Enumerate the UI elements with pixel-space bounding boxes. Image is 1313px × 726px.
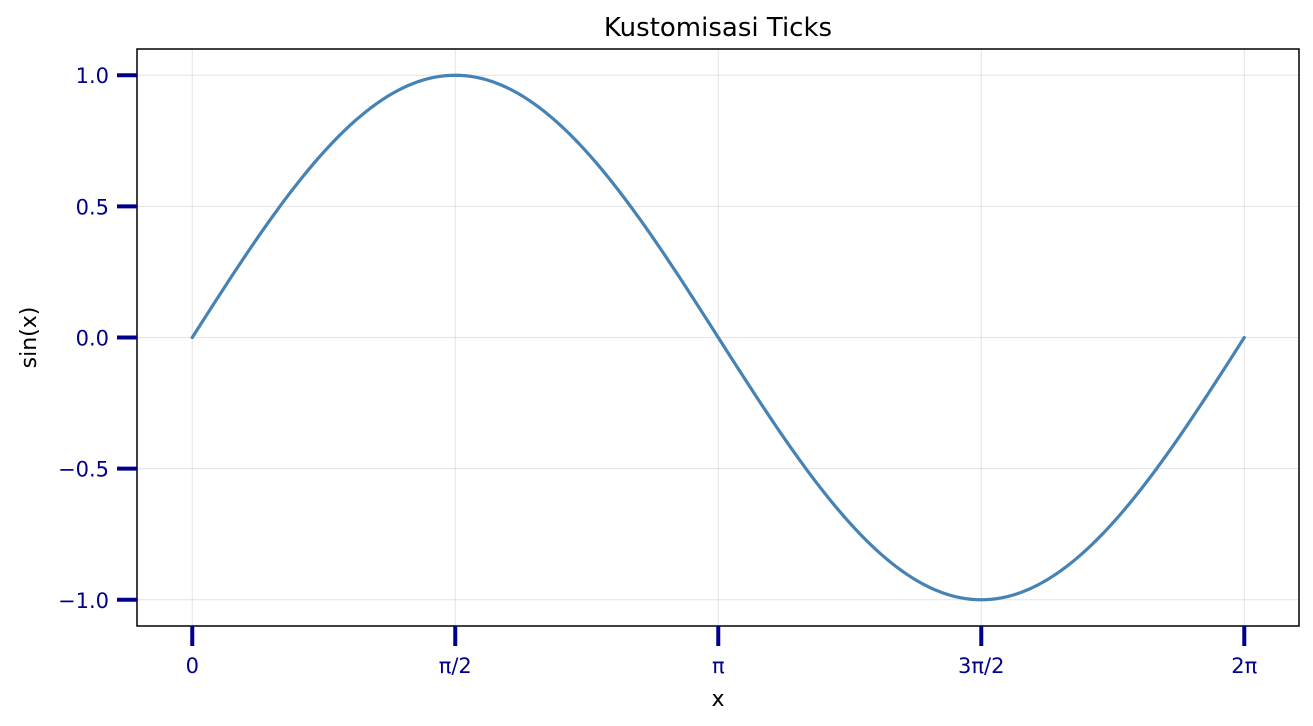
chart-title: Kustomisasi Ticks xyxy=(604,13,832,43)
series-layer xyxy=(190,73,1246,602)
x-tick-label: 3π/2 xyxy=(958,654,1004,678)
y-tick-label: 0.0 xyxy=(76,327,109,351)
x-tick-label: π xyxy=(712,654,725,678)
y-tick-label: −0.5 xyxy=(58,458,109,482)
y-tick-label: 0.5 xyxy=(76,195,109,219)
y-tick-label: −1.0 xyxy=(58,589,109,613)
y-tick-label: 1.0 xyxy=(76,64,109,88)
x-tick-label: 0 xyxy=(186,654,199,678)
x-axis-label: x xyxy=(711,687,724,712)
sine-series-line xyxy=(190,73,1246,602)
x-tick-label: π/2 xyxy=(439,654,472,678)
tick-layer: 0 π/2 π 3π/2 2π 1.0 0.5 0.0 −0.5 −1.0 xyxy=(58,64,1258,678)
x-tick-label: 2π xyxy=(1231,654,1257,678)
y-axis-label: sin(x) xyxy=(17,307,42,369)
